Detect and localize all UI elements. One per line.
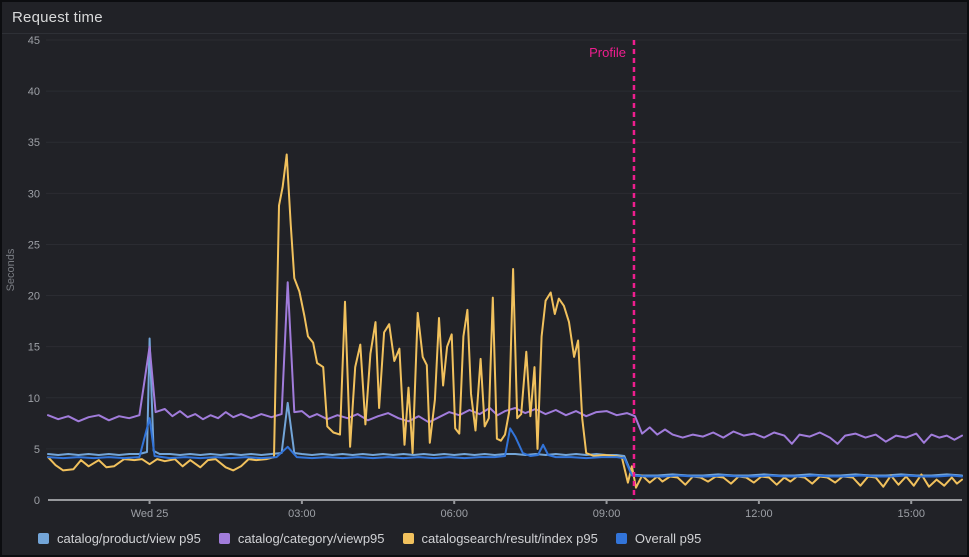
legend-swatch-icon[interactable] bbox=[615, 533, 627, 544]
legend-label: Overall p95 bbox=[634, 531, 702, 546]
y-tick-label-10: 10 bbox=[28, 393, 40, 405]
legend-label: catalogsearch/result/index p95 bbox=[421, 531, 598, 546]
y-tick-label-35: 35 bbox=[28, 137, 40, 149]
series-line-2 bbox=[47, 153, 963, 489]
legend-label: catalog/product/view p95 bbox=[57, 531, 201, 546]
legend-swatch-icon[interactable] bbox=[218, 533, 230, 544]
legend-swatch-icon[interactable] bbox=[402, 533, 414, 544]
legend-swatch-icon[interactable] bbox=[38, 533, 49, 544]
x-tick-label: 09:00 bbox=[593, 508, 621, 520]
x-tick-label: 15:00 bbox=[897, 508, 925, 520]
legend-item-3[interactable]: Overall p95 bbox=[615, 531, 702, 546]
x-tick-label: 06:00 bbox=[440, 508, 468, 520]
legend-item-2[interactable]: catalogsearch/result/index p95 bbox=[402, 531, 598, 546]
y-tick-label-25: 25 bbox=[28, 239, 40, 251]
y-tick-label-15: 15 bbox=[28, 342, 40, 354]
series-line-3 bbox=[47, 417, 963, 478]
x-tick-label: Wed 25 bbox=[131, 508, 169, 520]
legend-item-0[interactable]: catalog/product/view p95 bbox=[38, 531, 201, 546]
legend-label: catalog/category/viewp95 bbox=[237, 531, 385, 546]
x-tick-label: 12:00 bbox=[745, 508, 773, 520]
y-tick-label-30: 30 bbox=[28, 188, 40, 200]
y-tick-label-45: 45 bbox=[28, 35, 40, 47]
y-tick-label-5: 5 bbox=[34, 444, 40, 456]
series-line-0 bbox=[47, 337, 963, 477]
y-tick-label-20: 20 bbox=[28, 291, 40, 303]
legend-item-1[interactable]: catalog/category/viewp95 bbox=[218, 531, 385, 546]
annotation-profile-label: Profile bbox=[589, 45, 626, 60]
series-line-1 bbox=[47, 281, 963, 445]
y-tick-label-40: 40 bbox=[28, 86, 40, 98]
x-tick-label: 03:00 bbox=[288, 508, 316, 520]
panel-title: Request time bbox=[12, 9, 103, 26]
panel-header[interactable]: Request time bbox=[2, 2, 967, 34]
y-tick-label-0: 0 bbox=[34, 495, 40, 507]
legend: catalog/product/view p95 catalog/category… bbox=[38, 531, 701, 546]
